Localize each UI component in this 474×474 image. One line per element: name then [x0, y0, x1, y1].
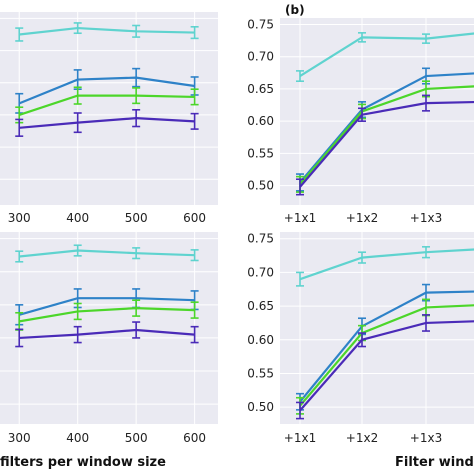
x-tick-label: +1x1: [284, 211, 316, 225]
y-tick-label: 0.55: [247, 146, 274, 160]
series-line: [19, 307, 195, 323]
x-tick-label: +1x2: [346, 431, 378, 445]
x-axis-title-left: filters per window size: [0, 455, 166, 470]
series-line: [299, 320, 474, 412]
panel-top-left: 300 400 500 600: [0, 12, 218, 225]
panel-label-b: (b): [285, 3, 305, 17]
x-tick-label: +1x1: [284, 431, 316, 445]
x-tick-label: 300: [8, 211, 31, 225]
x-tick-label: 500: [125, 431, 148, 445]
x-tick-label: 600: [183, 211, 206, 225]
x-tick-label: 400: [66, 431, 89, 445]
x-tick-label: +1x3: [410, 211, 442, 225]
series-line: [299, 72, 474, 184]
y-tick-label: 0.50: [247, 400, 274, 414]
panel-bottom-left: 300 400 500 600: [0, 232, 218, 445]
series-line: [19, 26, 195, 36]
y-tick-label: 0.55: [247, 366, 274, 380]
y-tick-label: 0.50: [247, 179, 274, 193]
x-tick-label: 500: [125, 211, 148, 225]
series-line: [299, 85, 474, 186]
y-tick-label: 0.65: [247, 82, 274, 96]
series-line: [19, 117, 195, 129]
series-line: [19, 328, 195, 340]
series-line: [299, 100, 474, 188]
x-tick-label: 600: [183, 431, 206, 445]
x-tick-label: 300: [8, 431, 31, 445]
plot-background: [0, 232, 218, 424]
plot-background: [0, 12, 218, 205]
x-tick-label: +1x3: [410, 431, 442, 445]
y-tick-label: 0.70: [247, 265, 274, 279]
series-line: [299, 290, 474, 403]
series-line: [299, 32, 474, 77]
series-line: [18, 94, 195, 116]
series-line: [19, 249, 195, 258]
series-line: [299, 248, 474, 281]
x-tick-label: +1x2: [346, 211, 378, 225]
y-tick-label: 0.65: [247, 299, 274, 313]
series-line: [299, 304, 474, 407]
series-line: [18, 76, 195, 105]
series-line: [18, 297, 195, 316]
x-tick-label: 400: [66, 211, 89, 225]
y-tick-label: 0.60: [247, 114, 274, 128]
panel-top-right: 0.50 0.55 0.60 0.65 0.70 0.75 +1x1 +1x2 +1x3: [247, 17, 474, 225]
y-tick-label: 0.70: [247, 50, 274, 64]
panel-bottom-right: 0.50 0.55 0.60 0.65 0.70 0.75 +1x1 +1x2 +1x3: [247, 232, 474, 445]
y-tick-label: 0.75: [247, 17, 274, 31]
y-tick-label: 0.60: [247, 333, 274, 347]
x-axis-title-right: Filter windo: [395, 455, 474, 470]
y-tick-label: 0.75: [247, 232, 274, 246]
